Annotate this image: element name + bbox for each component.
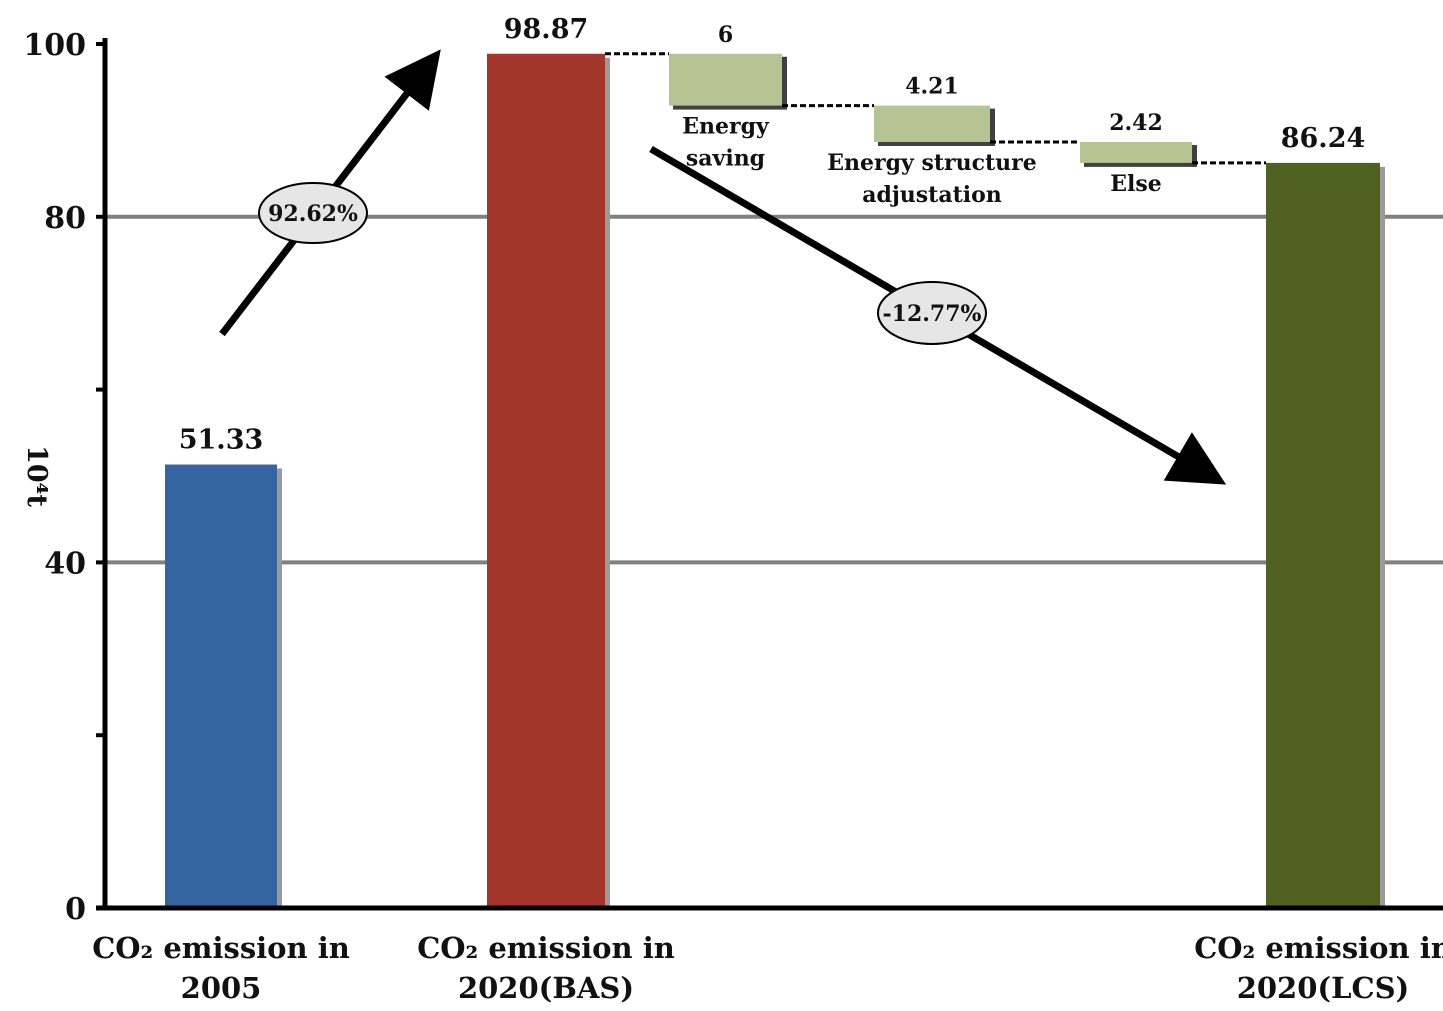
bars: [165, 53, 1385, 909]
co2-2005-bar: [165, 464, 277, 908]
co2-2020-bas-bar: [487, 53, 605, 909]
energy-structure-adjustation-bar-shadow-bottom: [878, 139, 994, 146]
energy-structure-adjustation-value-label: 4.21: [905, 74, 959, 100]
co2-2020-lcs-value-label: 86.24: [1281, 123, 1366, 154]
co2-2005-value-label: 51.33: [179, 425, 264, 456]
y-tick-label-40: 40: [44, 546, 86, 581]
co2-2020-bas-category-sublabel: 2020(BAS): [458, 971, 634, 1005]
else-bar: [1080, 141, 1192, 163]
co2-2005-category-sublabel: 2005: [181, 971, 262, 1005]
y-axis-label: 10⁴t: [21, 445, 52, 507]
energy-saving-bar: [669, 53, 782, 106]
else-bar-shadow-side: [1192, 144, 1197, 167]
y-tick-label-0: 0: [65, 892, 86, 927]
else-bar-shadow-bottom: [1084, 160, 1196, 167]
energy-structure-adjustation-bar: [874, 105, 990, 142]
growth-percent-label: 92.62%: [268, 201, 358, 227]
else-label-line-0: Else: [1110, 171, 1162, 197]
energy-saving-value-label: 6: [718, 22, 733, 48]
energy-saving-label-line-0: Energy: [682, 114, 770, 140]
else-value-label: 2.42: [1109, 110, 1163, 136]
co2-2005-category-label: CO₂ emission in: [92, 931, 350, 965]
y-tick-label-100: 100: [23, 28, 86, 63]
arrows: [219, 49, 1227, 485]
axes: [96, 38, 1443, 911]
reduction-percent-ellipse: [877, 281, 987, 345]
co2-2020-lcs-category-sublabel: 2020(LCS): [1237, 971, 1410, 1005]
growth-percent-ellipse: [258, 182, 368, 244]
co2-2020-bas-category-label: CO₂ emission in: [417, 931, 675, 965]
energy-structure-adjustation-label-line-0: Energy structure: [827, 150, 1036, 176]
energy-saving-label-line-1: saving: [686, 146, 765, 172]
gridlines: [105, 214, 1443, 565]
labels: 51.33 CO₂ emission in 2005 98.87 CO₂ emissio…: [21, 14, 1443, 1005]
energy-structure-adjustation-bar-shadow-side: [990, 108, 995, 146]
energy-structure-adjustation-label-line-1: adjustation: [862, 182, 1002, 208]
co2-2020-lcs-category-label: CO₂ emission in: [1194, 931, 1443, 965]
co2-2020-bas-value-label: 98.87: [504, 14, 589, 45]
y-tick-label-80: 80: [44, 201, 86, 236]
energy-saving-bar-shadow-bottom: [673, 103, 786, 110]
energy-saving-bar-shadow-side: [782, 56, 787, 110]
co2-2020-lcs-bar: [1266, 162, 1380, 908]
reduction-percent-label: -12.77%: [883, 301, 982, 327]
